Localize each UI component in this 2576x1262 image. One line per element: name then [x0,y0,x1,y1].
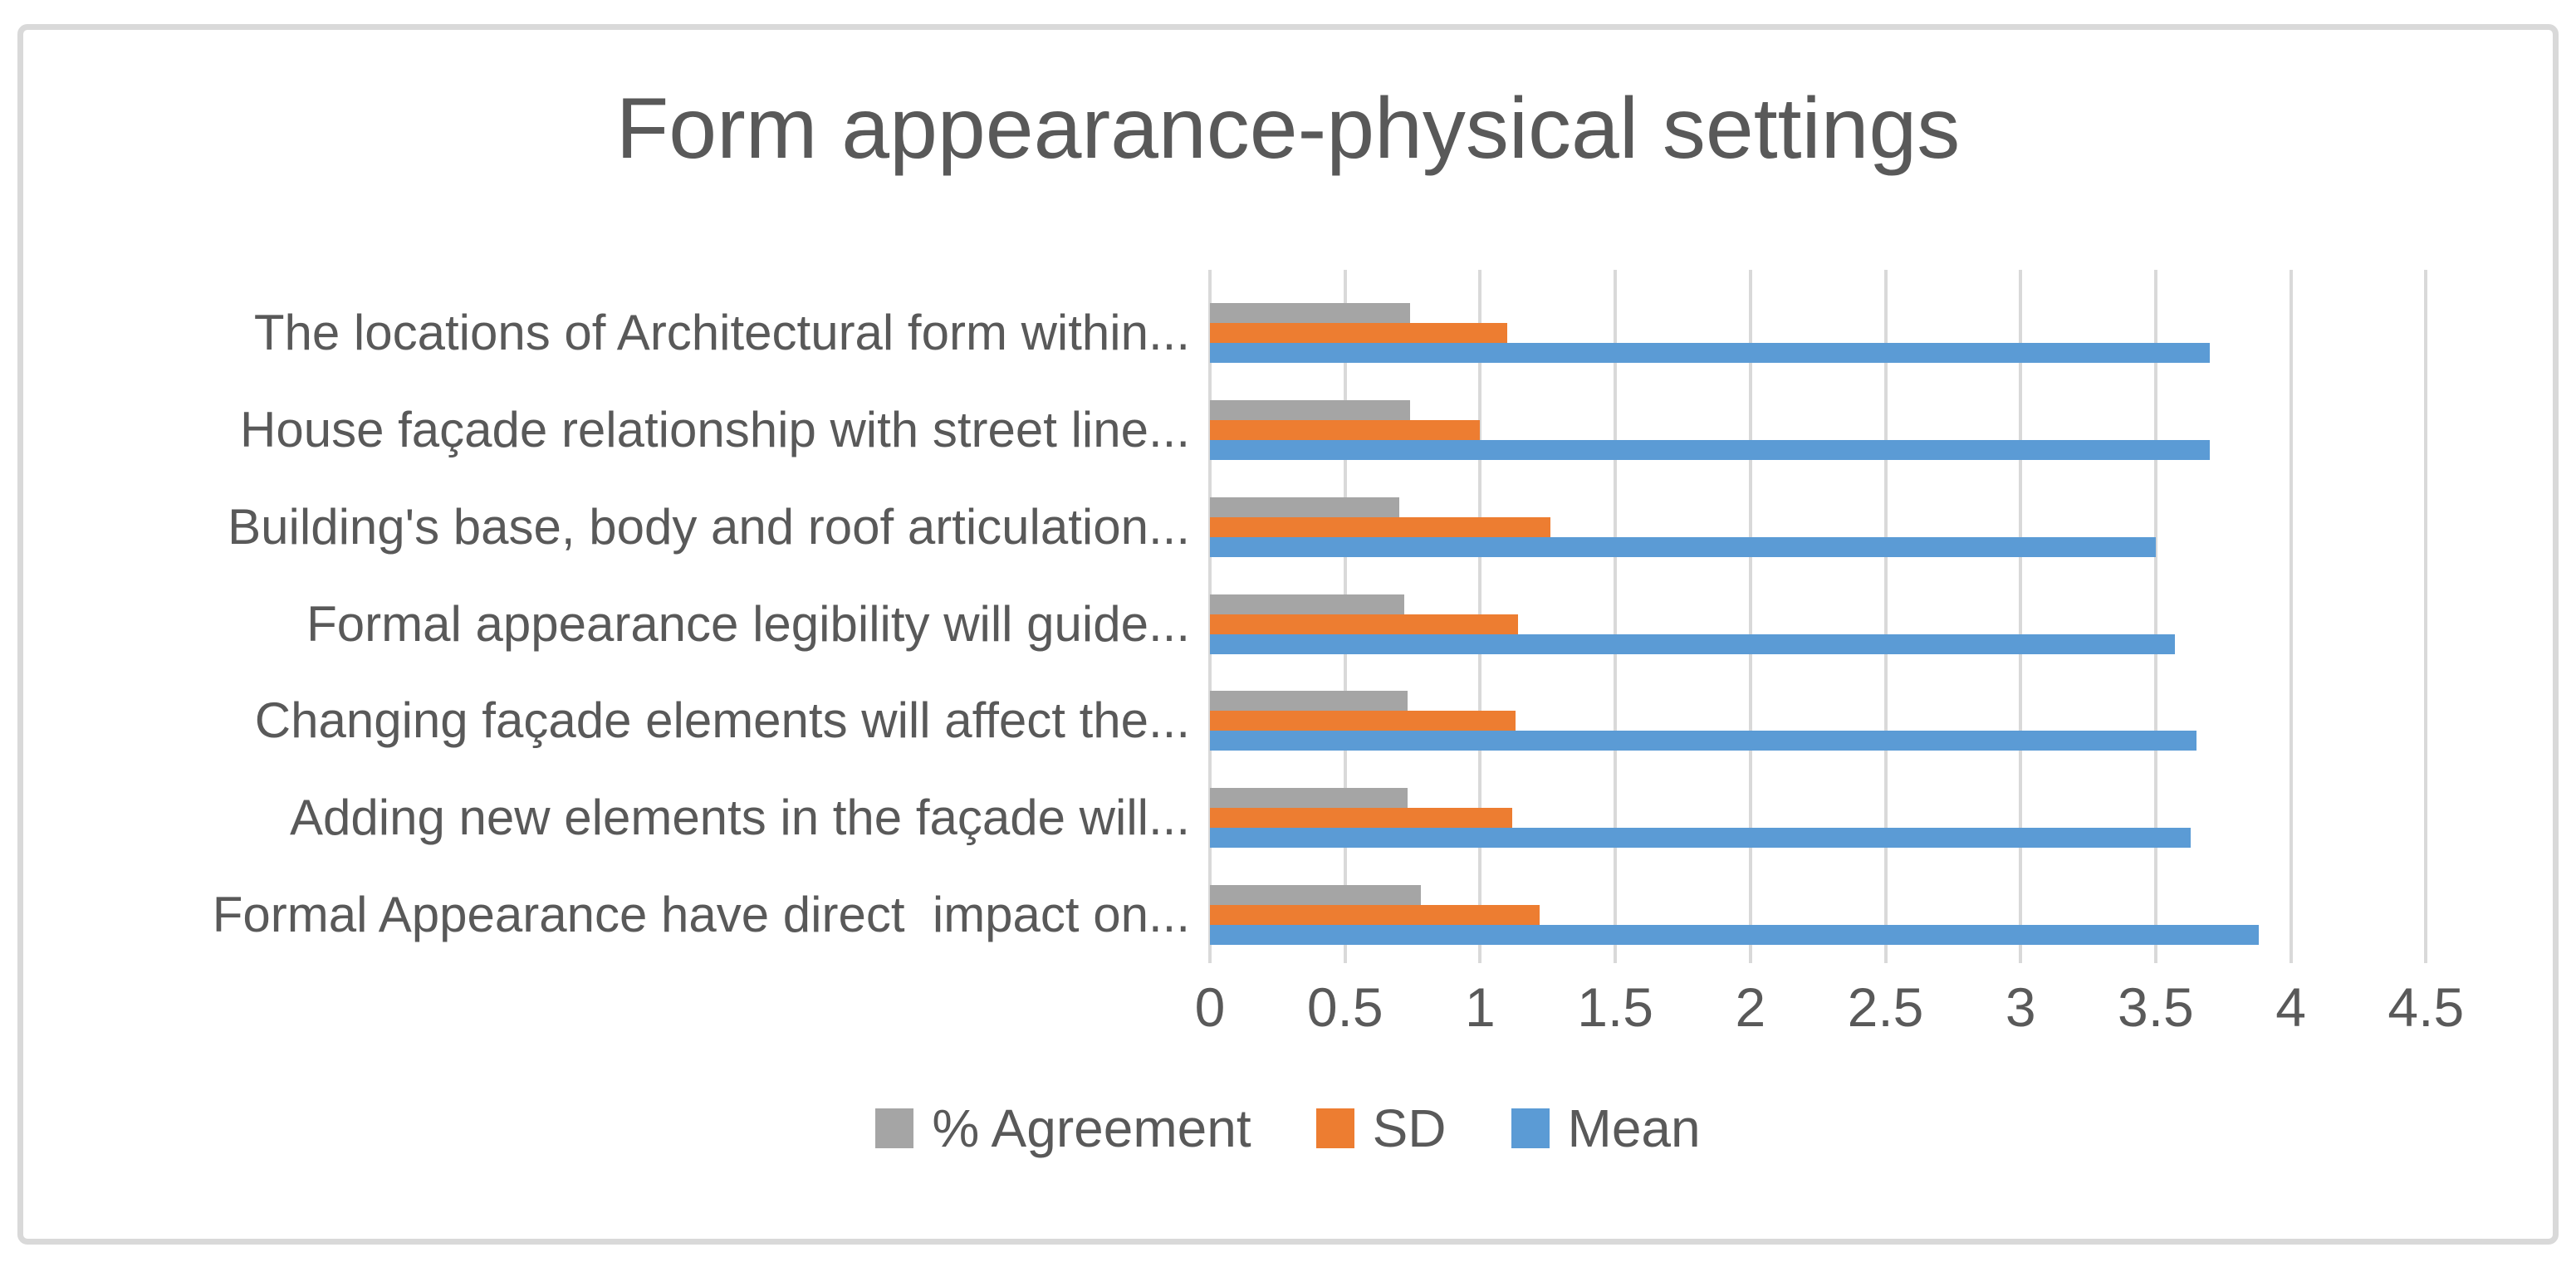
chart-row: Formal appearance legibility will guide.… [23,575,2548,673]
bar-sd [1210,614,1518,634]
bar-agreement [1210,400,1410,421]
x-tick-label: 3 [2005,976,2036,1038]
legend-marker-icon [1511,1108,1550,1148]
legend-item-agreement: % Agreement [875,1098,1251,1159]
x-tick-label: 1.5 [1577,976,1653,1038]
bar-agreement [1210,691,1408,712]
chart-row: House façade relationship with street li… [23,382,2548,479]
bar-sd [1210,420,1481,441]
row-bars [1210,673,2548,770]
plot-area: The locations of Architectural form with… [23,30,2553,1239]
chart-row: Formal Appearance have direct impact on.… [23,866,2548,963]
legend-label: SD [1372,1098,1447,1158]
x-tick-label: 2.5 [1847,976,1924,1038]
gridline [2289,270,2293,963]
bar-agreement [1210,884,1421,905]
plot-rows: The locations of Architectural form with… [23,285,2548,963]
bar-sd [1210,323,1507,344]
gridline [2019,270,2023,963]
bar-mean [1210,827,2192,848]
x-tick-label: 1 [1465,976,1496,1038]
row-bars [1210,382,2548,479]
category-label: House façade relationship with street li… [240,402,1190,458]
x-tick-label: 0.5 [1306,976,1383,1038]
chart-frame: Form appearance-physical settings The lo… [17,24,2559,1245]
bar-sd [1210,516,1550,537]
gridline [2153,270,2157,963]
legend-item-mean: Mean [1511,1098,1701,1159]
x-tick-label: 0 [1194,976,1226,1038]
bar-agreement [1210,496,1399,517]
legend-marker-icon [1315,1108,1354,1148]
bar-mean [1210,440,2210,461]
row-bars [1210,575,2548,673]
bar-mean [1210,633,2175,654]
chart-title: Form appearance-physical settings [615,81,1961,177]
gridline [1883,270,1888,963]
x-tick-label: 2 [1735,976,1766,1038]
gridline [1614,270,1618,963]
bar-mean [1210,343,2210,364]
bar-agreement [1210,303,1410,324]
category-label: The locations of Architectural form with… [253,305,1190,361]
x-tick-label: 3.5 [2118,976,2194,1038]
bar-mean [1210,731,2196,751]
x-axis-ticks: 0 0.5 1 1.5 2 2.5 3 3.5 4 4.5 [1195,976,2547,1042]
x-tick-label: 4.5 [2387,976,2465,1038]
bar-mean [1210,536,2156,557]
chart-row: Building's base, body and roof articulat… [23,478,2548,575]
chart-row: The locations of Architectural form with… [23,285,2548,382]
gridline [1748,270,1752,963]
category-label: Adding new elements in the façade will..… [290,789,1190,845]
category-label: Formal Appearance have direct impact on.… [212,886,1190,942]
bar-mean [1210,924,2259,945]
row-bars [1210,478,2548,575]
chart-row: Changing façade elements will affect the… [23,673,2548,770]
legend-label: % Agreement [932,1098,1251,1158]
category-label: Building's base, body and roof articulat… [228,498,1190,555]
gridline [2424,270,2428,963]
legend-item-sd: SD [1315,1098,1447,1159]
legend-label: Mean [1567,1098,1701,1158]
category-label: Changing façade elements will affect the… [254,692,1190,749]
bar-sd [1210,904,1540,925]
legend-marker-icon [875,1108,914,1148]
row-bars [1210,770,2548,867]
bar-sd [1210,807,1513,828]
category-label: Formal appearance legibility will guide.… [306,595,1190,652]
bar-agreement [1210,594,1405,614]
chart-row: Adding new elements in the façade will..… [23,770,2548,867]
row-bars [1210,866,2548,963]
bar-sd [1210,711,1516,731]
row-bars [1210,285,2548,382]
x-tick-label: 4 [2275,976,2306,1038]
legend: % Agreement SD Mean [23,1098,2553,1159]
bar-agreement [1210,787,1408,808]
